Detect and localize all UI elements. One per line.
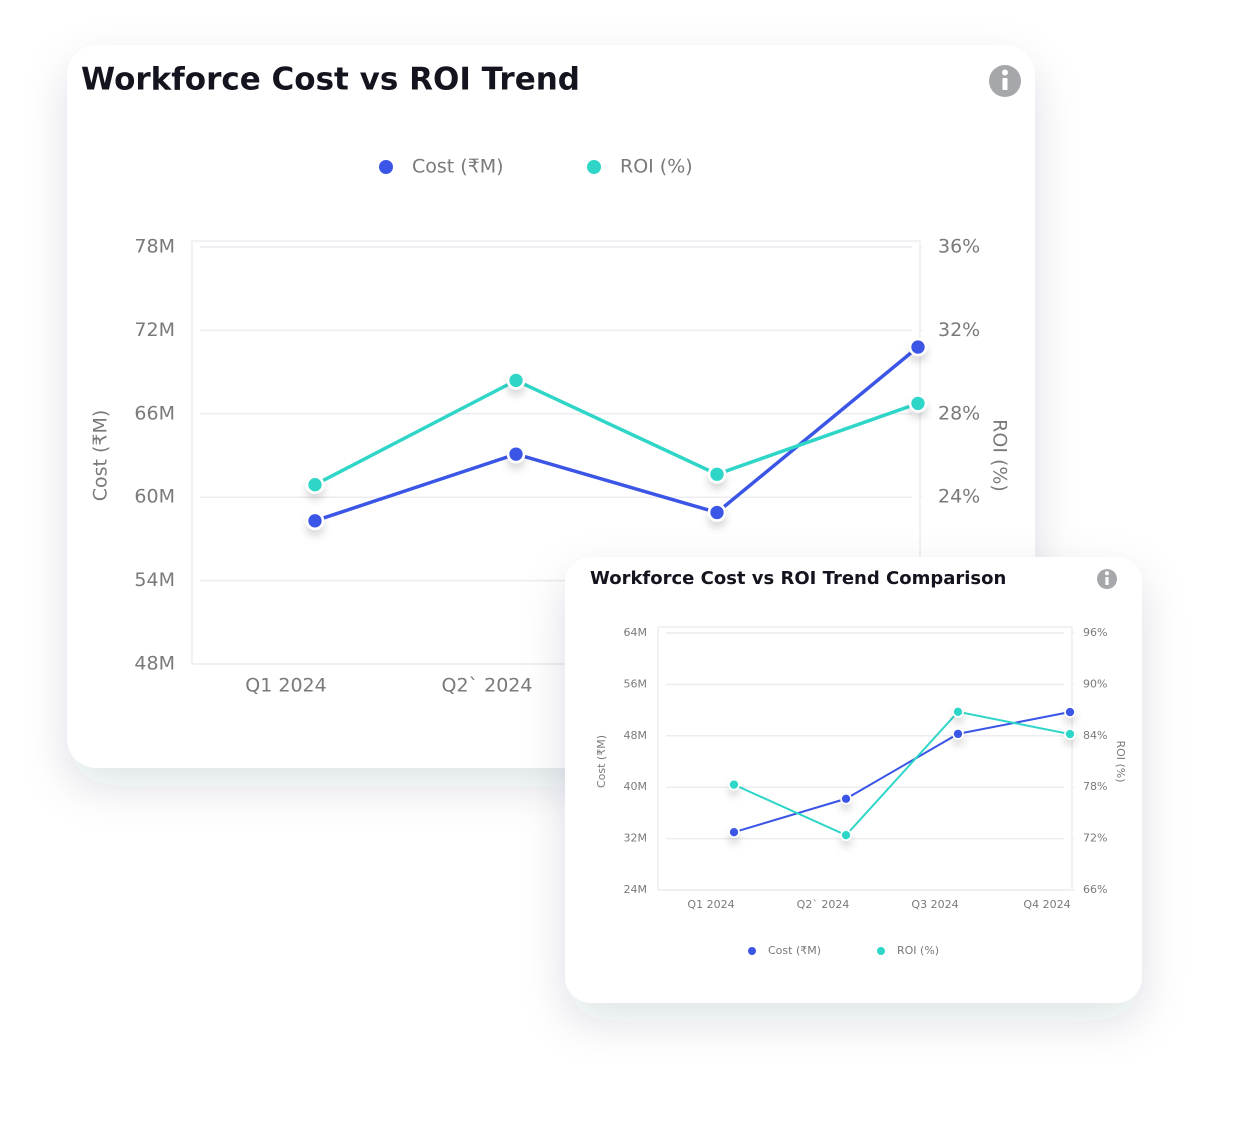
y-tick-label: 56M	[624, 677, 648, 690]
y-axis-label: Cost (₹M)	[595, 735, 608, 788]
y2-tick-label: 36%	[938, 236, 980, 258]
x-tick-label: Q3 2024	[911, 898, 958, 911]
info-icon[interactable]	[1097, 569, 1117, 589]
y-tick-label: 72M	[134, 319, 175, 341]
data-point	[1064, 728, 1076, 740]
data-point	[707, 464, 727, 484]
y2-tick-label: 84%	[1083, 729, 1107, 742]
legend-marker	[877, 947, 885, 955]
data-point	[506, 444, 526, 464]
y2-tick-label: 28%	[938, 402, 980, 424]
x-tick-label: Q2` 2024	[797, 898, 850, 911]
y2-tick-label: 66%	[1083, 883, 1107, 896]
data-point	[952, 728, 964, 740]
data-point	[506, 371, 526, 390]
series-line	[733, 710, 1071, 837]
card-comparison: Workforce Cost vs ROI Trend Comparison 2…	[565, 557, 1142, 1003]
legend-label: Cost (₹M)	[768, 944, 821, 957]
y-tick-label: 78M	[134, 236, 175, 258]
legend-label: Cost (₹M)	[412, 156, 504, 178]
data-point	[728, 826, 740, 839]
card-background	[565, 557, 1142, 1003]
y-tick-label: 60M	[134, 486, 175, 508]
y2-tick-label: 24%	[938, 486, 980, 508]
y-tick-label: 32M	[624, 832, 648, 845]
y-tick-label: 48M	[134, 653, 175, 675]
legend-marker	[748, 947, 756, 955]
y2-tick-label: 32%	[938, 319, 980, 341]
y2-tick-label: 78%	[1083, 780, 1107, 793]
y2-tick-label: 72%	[1083, 832, 1107, 845]
x-tick-label: Q1 2024	[687, 898, 734, 911]
series-line	[314, 378, 919, 487]
y-axis-label: Cost (₹M)	[90, 410, 112, 502]
data-point	[728, 778, 740, 791]
y2-axis-label: ROI (%)	[1114, 740, 1127, 782]
y-tick-label: 66M	[134, 402, 175, 424]
data-point	[305, 511, 325, 531]
y-tick-label: 40M	[624, 780, 648, 793]
data-point	[840, 829, 852, 842]
legend-marker	[379, 160, 393, 174]
y-tick-label: 64M	[624, 626, 648, 639]
data-point	[908, 337, 928, 357]
x-tick-label: Q2` 2024	[442, 675, 533, 697]
y2-axis-label: ROI (%)	[989, 419, 1011, 492]
chart-title: Workforce Cost vs ROI Trend	[81, 62, 580, 98]
legend-label: ROI (%)	[620, 156, 693, 178]
data-point	[707, 503, 727, 522]
legend-label: ROI (%)	[897, 944, 939, 957]
legend-marker	[587, 160, 601, 174]
data-point	[1064, 706, 1076, 718]
x-tick-label: Q4 2024	[1023, 898, 1070, 911]
x-tick-label: Q1 2024	[245, 675, 326, 697]
y2-tick-label: 96%	[1083, 626, 1107, 639]
data-point	[305, 475, 325, 495]
y-tick-label: 48M	[624, 729, 648, 742]
info-icon[interactable]	[989, 65, 1021, 97]
data-point	[840, 792, 852, 805]
series-line	[314, 345, 920, 523]
data-point	[952, 705, 964, 718]
chart-title: Workforce Cost vs ROI Trend Comparison	[590, 568, 1006, 589]
y-tick-label: 24M	[624, 883, 648, 896]
y2-tick-label: 90%	[1083, 677, 1107, 690]
y-tick-label: 54M	[134, 569, 175, 591]
data-point	[908, 394, 928, 413]
